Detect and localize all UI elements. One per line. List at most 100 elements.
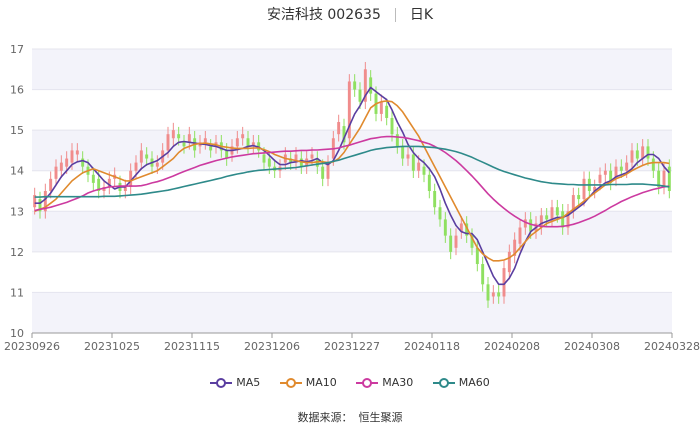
y-tick-label: 13 — [10, 205, 24, 218]
candle-body — [347, 81, 351, 139]
candle-body — [310, 154, 314, 159]
chart-header: 安洁科技 002635 日K — [0, 4, 700, 26]
candle-body — [246, 138, 250, 147]
candle — [630, 143, 634, 170]
candle — [129, 163, 133, 195]
x-tick-label: 20231206 — [244, 340, 300, 353]
candle-body — [523, 219, 527, 228]
candle — [454, 228, 458, 256]
plot-band — [32, 130, 672, 171]
candle — [75, 143, 79, 162]
header-separator — [394, 8, 396, 22]
candle — [465, 216, 469, 243]
candle — [571, 187, 575, 219]
candle — [54, 159, 58, 187]
candle-body — [593, 186, 597, 191]
candle — [470, 228, 474, 256]
candle-body — [625, 162, 629, 171]
ma30-line — [34, 135, 670, 228]
candle — [241, 126, 245, 146]
candle — [385, 98, 389, 126]
candle-body — [454, 235, 458, 248]
candle-body — [651, 158, 655, 171]
candle-body — [321, 166, 325, 179]
plot-band — [32, 292, 672, 333]
candle — [406, 147, 410, 166]
candle-body — [667, 166, 671, 191]
legend-label: MA5 — [236, 376, 261, 389]
candle-body — [443, 219, 447, 236]
y-tick-label: 11 — [10, 286, 24, 299]
candle-body — [465, 223, 469, 236]
candle-body — [422, 166, 426, 175]
candle-body — [390, 117, 394, 135]
candle-body — [491, 292, 495, 297]
y-tick-label: 12 — [10, 246, 24, 259]
data-source: 数据来源： 恒生聚源 — [0, 409, 700, 425]
candle-body — [582, 178, 586, 200]
candle-body — [630, 150, 634, 163]
candle-body — [481, 264, 485, 285]
candle-body — [59, 162, 63, 171]
candle — [502, 260, 506, 304]
candle — [401, 139, 405, 166]
candle-body — [641, 146, 645, 159]
legend-marker — [285, 377, 296, 388]
moving-average-lines — [34, 86, 670, 286]
candle-body — [134, 162, 138, 171]
candle-body — [54, 166, 58, 179]
candle-body — [369, 77, 373, 94]
grid-lines — [32, 48, 672, 334]
candle — [603, 163, 607, 183]
x-tick-label: 20240328 — [644, 340, 700, 353]
legend-label: MA10 — [305, 376, 337, 389]
legend-label: MA30 — [382, 376, 414, 389]
candle — [145, 147, 149, 166]
candle-body — [614, 166, 618, 179]
source-value: 恒生聚源 — [358, 411, 403, 424]
candle-body — [38, 199, 42, 212]
candle — [182, 135, 186, 154]
legend-item-ma10[interactable]: MA10 — [279, 376, 337, 389]
candle-body — [97, 178, 101, 191]
y-tick-label: 17 — [10, 43, 24, 56]
legend-item-ma5[interactable]: MA5 — [210, 376, 260, 389]
legend-item-ma60[interactable]: MA60 — [432, 376, 490, 389]
candle-body — [182, 142, 186, 147]
candlestick-chart: 10 11 12 13 14 15 16 17 20230926 20231025 2023111… — [4, 43, 700, 353]
candle-body — [294, 154, 298, 163]
candle-body — [166, 134, 170, 151]
legend-marker — [362, 377, 373, 388]
candle-body — [241, 134, 245, 139]
candle — [523, 212, 527, 235]
candle — [379, 94, 383, 122]
candle-body — [406, 154, 410, 159]
candle — [91, 167, 95, 191]
candle — [38, 191, 42, 219]
candle — [369, 70, 373, 101]
candle-body — [177, 134, 181, 139]
candle — [342, 118, 346, 150]
candle — [667, 159, 671, 199]
candle-body — [438, 207, 442, 220]
y-axis: 10 11 12 13 14 15 16 17 — [10, 43, 24, 340]
candle — [43, 183, 47, 219]
candle-body — [342, 126, 346, 143]
candle — [438, 199, 442, 227]
ma10-line — [34, 100, 670, 262]
candle-body — [475, 247, 479, 265]
candle — [641, 139, 645, 166]
candle-body — [433, 191, 437, 208]
candle-body — [566, 211, 570, 228]
y-tick-label: 15 — [10, 124, 24, 137]
legend-item-ma30[interactable]: MA30 — [356, 376, 413, 389]
candle — [475, 240, 479, 272]
candle-body — [251, 142, 255, 147]
plot-band — [32, 49, 672, 90]
stock-name: 安洁科技 002635 — [266, 7, 381, 23]
candle-body — [486, 284, 490, 301]
candle-body — [561, 211, 565, 228]
candle-body — [571, 195, 575, 212]
candle-body — [598, 174, 602, 183]
candle — [246, 130, 250, 154]
